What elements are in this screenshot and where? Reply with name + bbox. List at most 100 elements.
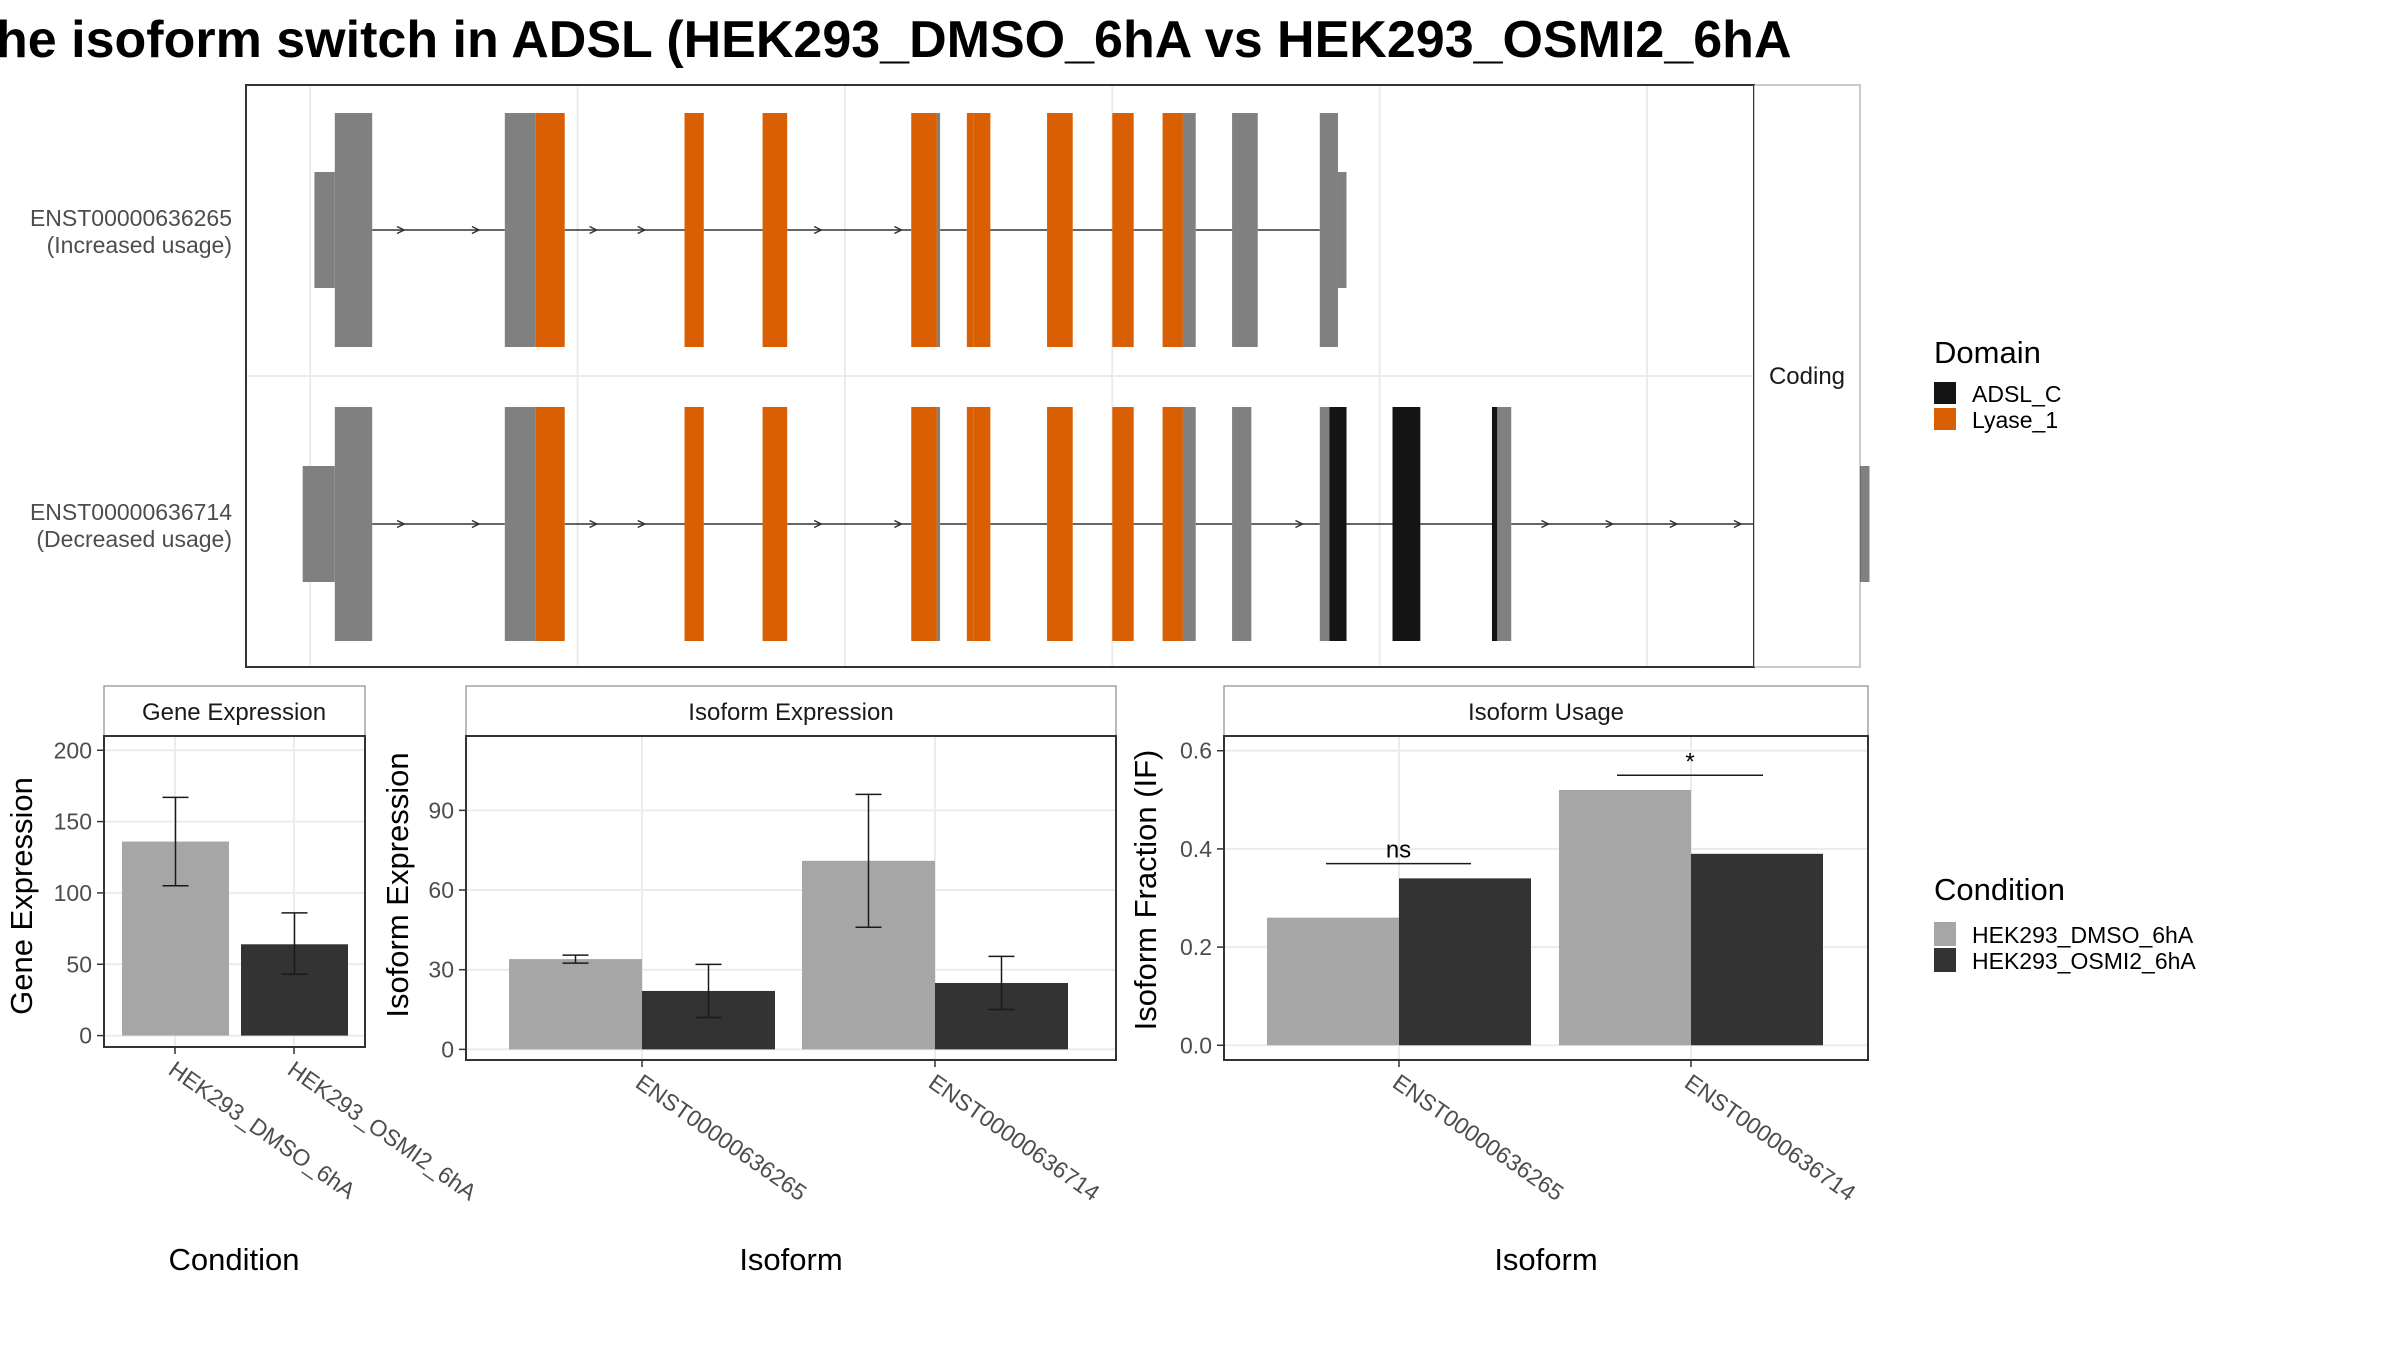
track-label-2-id: ENST00000636714 xyxy=(30,499,232,525)
exon-cds xyxy=(334,407,373,641)
isoform-expression-panel: Isoform Expression 0 30 60 90 ENST0000063626… xyxy=(380,685,1117,1277)
gene-expression-x-title: Condition xyxy=(169,1242,300,1277)
legend-label-adsl-c: ADSL_C xyxy=(1972,381,2061,407)
isoform-usage-plot-border xyxy=(1223,735,1869,1061)
strand-arrow xyxy=(589,225,599,235)
exon-lyase_1 xyxy=(1112,113,1134,347)
condition-legend: Condition HEK293_DMSO_6hA HEK293_OSMI2_6… xyxy=(1934,872,2196,974)
legend-label-osmi2: HEK293_OSMI2_6hA xyxy=(1972,948,2196,974)
exon-lyase_1 xyxy=(966,407,974,641)
gene-expression-strip xyxy=(103,685,366,737)
exon-lyase_1 xyxy=(762,113,788,347)
isoform-usage-strip xyxy=(1223,685,1869,737)
exon-lyase_1 xyxy=(973,407,991,641)
strand-arrow xyxy=(894,519,904,529)
strand-arrow xyxy=(1733,519,1743,529)
exon-lyase_1 xyxy=(1112,407,1134,641)
exon-cds xyxy=(1319,113,1338,347)
isoform-expression-y-tick-label: 90 xyxy=(428,797,454,823)
exon-cds xyxy=(1232,407,1252,641)
track-label-1-usage: (Increased usage) xyxy=(47,232,232,258)
strand-arrow xyxy=(396,519,406,529)
isoform-usage-bar xyxy=(1691,853,1823,1046)
legend-key-lyase-1 xyxy=(1934,408,1956,430)
exon-cds xyxy=(1232,113,1258,347)
exon-adsl_c xyxy=(1392,407,1421,641)
exon-cds xyxy=(1319,407,1330,641)
exon-lyase_1 xyxy=(1162,113,1183,347)
strand-arrow xyxy=(396,225,406,235)
strand-arrow xyxy=(813,519,823,529)
isoform-usage-x-tick-label: ENST00000636714 xyxy=(1680,1069,1861,1206)
strand-arrow xyxy=(894,225,904,235)
isoform-usage-y-tick-label: 0.6 xyxy=(1180,738,1212,764)
isoform-expression-x-tick-label: ENST00000636714 xyxy=(924,1069,1105,1206)
isoform-expression-x-title: Isoform xyxy=(739,1242,842,1277)
strand-arrow xyxy=(1605,519,1615,529)
isoform-usage-y-title: Isoform Fraction (IF) xyxy=(1128,750,1163,1031)
gene-expression-y-tick-label: 200 xyxy=(54,737,92,763)
exon-lyase_1 xyxy=(973,113,991,347)
strand-arrow xyxy=(1669,519,1679,529)
isoform-expression-strip xyxy=(465,685,1117,737)
isoform-expression-bar xyxy=(509,959,642,1050)
isoform-expression-strip-label: Isoform Expression xyxy=(688,699,893,726)
exon-lyase_1 xyxy=(911,407,937,641)
exon-lyase_1 xyxy=(535,113,565,347)
isoform-usage-y-tick-label: 0.2 xyxy=(1180,934,1212,960)
strand-arrow xyxy=(637,519,647,529)
exon-lyase_1 xyxy=(966,113,974,347)
exon-lyase_1 xyxy=(762,407,788,641)
isoform-usage-y-tick-label: 0.4 xyxy=(1180,836,1212,862)
isoform-expression-y-tick-label: 30 xyxy=(428,957,454,983)
exon-lyase_1 xyxy=(535,407,565,641)
domain-legend: Domain ADSL_C Lyase_1 xyxy=(1934,335,2061,433)
strand-arrow xyxy=(471,519,481,529)
domain-legend-title: Domain xyxy=(1934,335,2041,370)
gene-expression-y-tick-label: 150 xyxy=(54,809,92,835)
strand-arrow xyxy=(471,225,481,235)
exon-utr xyxy=(1337,172,1347,288)
exon-cds xyxy=(1182,113,1196,347)
isoform-expression-y-tick-label: 60 xyxy=(428,877,454,903)
isoform-usage-significance-label: ns xyxy=(1386,837,1411,864)
exon-adsl_c xyxy=(1491,407,1498,641)
exon-adsl_c xyxy=(1329,407,1347,641)
exon-lyase_1 xyxy=(684,407,704,641)
track-label-1-id: ENST00000636265 xyxy=(30,205,232,231)
figure-title: he isoform switch in ADSL (HEK293_DMSO_6… xyxy=(0,11,1792,69)
gene-expression-y-title: Gene Expression xyxy=(4,777,39,1015)
exon-cds xyxy=(504,113,536,347)
exon-lyase_1 xyxy=(684,113,704,347)
exon-cds xyxy=(936,113,941,347)
exon-cds xyxy=(504,407,536,641)
legend-key-adsl-c xyxy=(1934,382,1956,404)
isoform-expression-plot-border xyxy=(465,735,1117,1061)
strand-arrow xyxy=(813,225,823,235)
isoform-usage-strip-label: Isoform Usage xyxy=(1468,699,1624,726)
isoform-usage-significance-label: * xyxy=(1685,748,1694,775)
isoform-usage-y-tick-label: 0.0 xyxy=(1180,1032,1212,1058)
isoform-usage-bar xyxy=(1559,790,1691,1046)
coding-strip-label: Coding xyxy=(1769,363,1845,390)
isoform-usage-x-title: Isoform xyxy=(1494,1242,1597,1277)
exon-cds xyxy=(1182,407,1196,641)
legend-label-dmso: HEK293_DMSO_6hA xyxy=(1972,922,2194,948)
isoform-expression-x-tick-label: ENST00000636265 xyxy=(631,1069,811,1206)
isoform-usage-panel: Isoform Usage 0.0 0.2 0.4 0.6 ns * ENST0000063… xyxy=(1128,685,1869,1277)
exon-cds xyxy=(936,407,941,641)
track-label-2-usage: (Decreased usage) xyxy=(36,526,232,552)
isoform-usage-bar xyxy=(1399,878,1531,1046)
condition-legend-title: Condition xyxy=(1934,872,2065,907)
exon-cds xyxy=(334,113,373,347)
exon-lyase_1 xyxy=(1162,407,1183,641)
isoform-usage-bar xyxy=(1267,917,1399,1046)
gene-expression-x-tick-label: HEK293_OSMI2_6hA xyxy=(283,1056,482,1206)
gene-expression-strip-label: Gene Expression xyxy=(142,699,326,726)
gene-expression-y-tick-label: 50 xyxy=(66,951,92,977)
exon-cds xyxy=(1497,407,1512,641)
isoform-expression-y-tick-label: 0 xyxy=(441,1036,454,1062)
isoform-usage-x-tick-label: ENST00000636265 xyxy=(1388,1069,1568,1206)
legend-key-dmso xyxy=(1934,922,1956,946)
